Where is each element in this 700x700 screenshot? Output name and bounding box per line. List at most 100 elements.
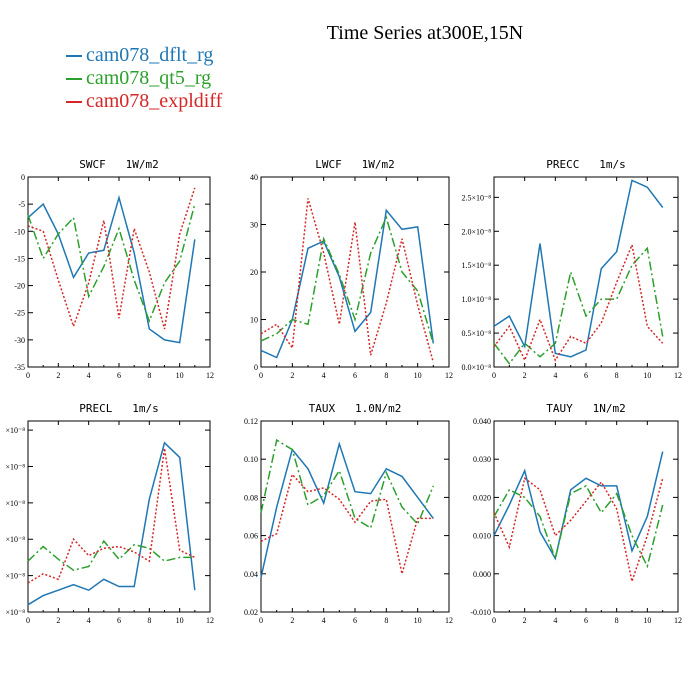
- series-line-qt5: [27, 203, 196, 323]
- y-tick-label: 0.000: [473, 570, 491, 579]
- x-tick-label: 2: [56, 616, 60, 625]
- x-tick-label: 0: [492, 616, 496, 625]
- chart-panel-2: PRECC 1m/s 0 2 4 6 8 10 12 2.5×10⁻⁸ 2.0×10⁻⁸ 1.5×1…: [461, 158, 682, 380]
- legend-swatch: [66, 54, 82, 57]
- x-tick-label: 2: [290, 616, 294, 625]
- x-tick-label: 2: [523, 371, 527, 380]
- legend: cam078_dflt_rg cam078_qt5_rg cam078_expl…: [66, 44, 222, 113]
- series-line-qt5: [260, 438, 434, 530]
- x-tick-label: 0: [259, 616, 263, 625]
- series-line-dflt: [27, 441, 196, 606]
- chart-panel-5: TAUY 1N/m2 0 2 4 6 8 10 12 0.040 0.030 0.020 0.010 0…: [470, 402, 682, 625]
- legend-item-dflt: cam078_dflt_rg: [66, 44, 222, 67]
- x-tick-label: 4: [553, 371, 557, 380]
- y-tick-label: -35: [14, 363, 25, 372]
- x-tick-label: 10: [643, 616, 651, 625]
- x-tick-label: 6: [353, 371, 357, 380]
- x-tick-label: 0: [26, 616, 30, 625]
- y-tick-label: 2.5×10⁻⁸: [461, 193, 491, 202]
- legend-item-qt5: cam078_qt5_rg: [66, 67, 222, 90]
- chart-panel-4: TAUX 1.0N/m2 0 2 4 6 8 10 12 0.12 0.10 0.08 0.06 0.0…: [244, 402, 453, 625]
- series-line-dflt: [27, 194, 196, 344]
- series-line-dflt: [493, 451, 664, 561]
- chart-panel-1: LWCF 1W/m2 0 2 4 6 8 10 12 40 30 20 10 0: [250, 158, 453, 380]
- y-tick-label: 0: [21, 173, 25, 182]
- y-tick-label: 0.12: [244, 417, 258, 426]
- plot-frame: [493, 420, 679, 613]
- y-tick-label: -0.010: [470, 608, 491, 617]
- x-tick-label: 0: [26, 371, 30, 380]
- x-tick-label: 8: [384, 371, 388, 380]
- y-tick-label: 0.06: [244, 532, 258, 541]
- x-tick-label: 6: [117, 616, 121, 625]
- panel-title: PRECL 1m/s: [79, 402, 158, 415]
- x-tick-label: 10: [176, 616, 184, 625]
- series-line-qt5: [260, 215, 435, 344]
- x-tick-label: 2: [290, 371, 294, 380]
- y-tick-label: -30: [14, 336, 25, 345]
- x-tick-label: 6: [353, 616, 357, 625]
- x-tick-label: 8: [615, 371, 619, 380]
- y-tick-label: 0.020: [473, 493, 491, 502]
- x-tick-label: 2: [56, 371, 60, 380]
- y-tick-label: -5: [18, 200, 25, 209]
- x-tick-label: 12: [206, 616, 214, 625]
- x-tick-label: 8: [615, 616, 619, 625]
- x-tick-label: 6: [584, 371, 588, 380]
- series-line-qt5: [27, 539, 195, 572]
- y-tick-label: 0.02: [244, 608, 258, 617]
- y-tick-label: 20: [250, 268, 258, 277]
- x-tick-label: 10: [643, 371, 651, 380]
- y-tick-label: 0.10: [244, 455, 258, 464]
- x-tick-label: 4: [553, 616, 557, 625]
- x-tick-label: 6: [584, 616, 588, 625]
- x-tick-label: 4: [322, 371, 326, 380]
- y-tick-label: ×10⁻⁸: [5, 462, 25, 471]
- y-tick-label: 10: [250, 316, 258, 325]
- y-tick-label: 1.0×10⁻⁸: [461, 295, 491, 304]
- series-line-expldiff: [493, 242, 664, 363]
- legend-swatch: [66, 77, 82, 80]
- y-tick-label: 0.030: [473, 455, 491, 464]
- series-line-dflt: [260, 208, 435, 359]
- panel-title: TAUY 1N/m2: [546, 402, 625, 415]
- series-line-expldiff: [27, 448, 196, 584]
- y-tick-label: 2.0×10⁻⁸: [461, 227, 491, 236]
- x-tick-label: 0: [259, 371, 263, 380]
- y-tick-label: 0.5×10⁻⁸: [461, 329, 491, 338]
- x-tick-label: 4: [87, 616, 91, 625]
- series-line-dflt: [260, 441, 434, 578]
- y-tick-label: ×10⁻⁸: [5, 535, 25, 544]
- x-tick-label: 12: [445, 616, 453, 625]
- x-tick-label: 8: [147, 616, 151, 625]
- x-tick-label: 8: [384, 616, 388, 625]
- x-tick-label: 4: [87, 371, 91, 380]
- x-tick-label: 10: [414, 371, 422, 380]
- plot-frame: [27, 420, 211, 613]
- y-tick-label: -10: [14, 227, 25, 236]
- series-line-qt5: [493, 484, 664, 569]
- x-tick-label: 4: [322, 616, 326, 625]
- y-tick-label: 0.0×10⁻⁸: [461, 363, 491, 372]
- x-tick-label: 10: [176, 371, 184, 380]
- legend-item-expldiff: cam078_expldiff: [66, 90, 222, 113]
- series-line-expldiff: [493, 477, 664, 585]
- x-tick-label: 6: [117, 371, 121, 380]
- legend-label: cam078_dflt_rg: [86, 44, 214, 66]
- y-tick-label: 30: [250, 221, 258, 230]
- panel-title: TAUX 1.0N/m2: [309, 402, 402, 415]
- legend-label: cam078_expldiff: [86, 90, 223, 112]
- panel-title: LWCF 1W/m2: [315, 158, 394, 171]
- x-tick-label: 12: [674, 371, 682, 380]
- y-tick-label: 40: [250, 173, 258, 182]
- series-line-qt5: [493, 246, 664, 365]
- x-tick-label: 2: [523, 616, 527, 625]
- plot-frame: [260, 176, 450, 368]
- panel-title: SWCF 1W/m2: [79, 158, 158, 171]
- plot-frame: [27, 176, 211, 368]
- y-tick-label: ×10⁻⁸: [5, 572, 25, 581]
- y-tick-label: -15: [14, 254, 25, 263]
- y-tick-label: 0.010: [473, 532, 491, 541]
